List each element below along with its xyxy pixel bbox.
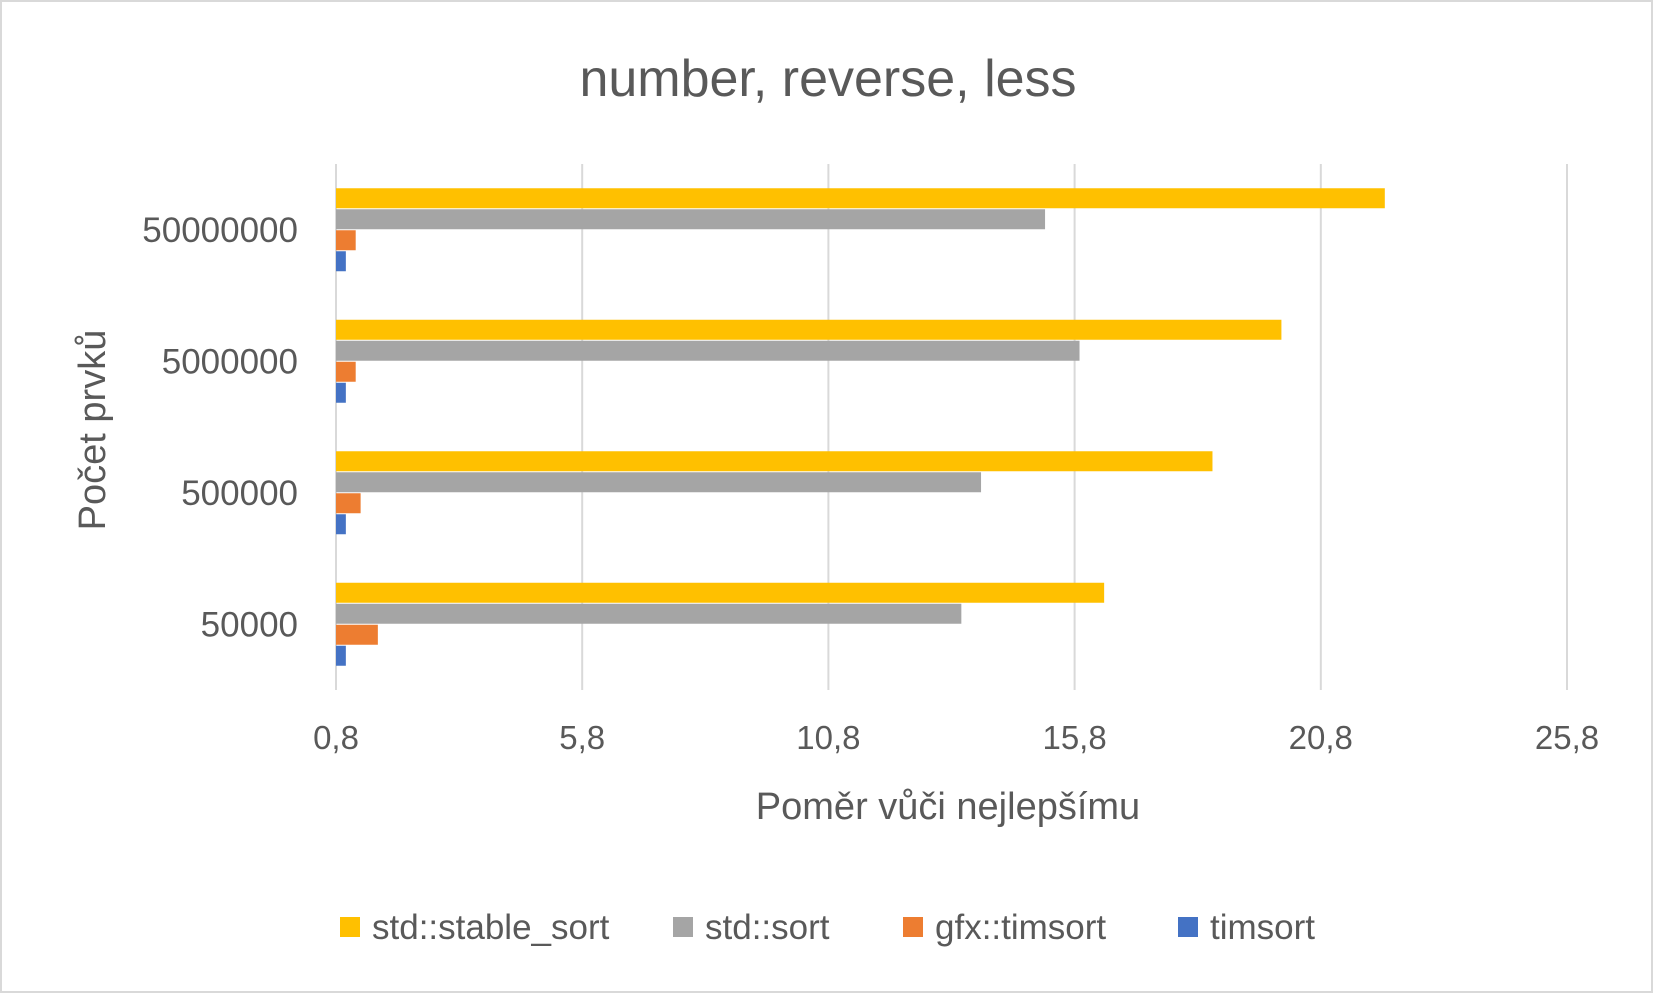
legend-item: gfx::timsort [903, 908, 1106, 947]
bar-std-sort-50000000 [336, 209, 1046, 230]
y-tick-label: 500000 [181, 474, 298, 513]
legend-label: std::stable_sort [372, 908, 610, 947]
legend-item: timsort [1178, 908, 1315, 947]
bar-std-stable-sort-5000000 [336, 319, 1282, 340]
legend-item: std::stable_sort [340, 908, 610, 947]
bar-timsort-50000000 [336, 251, 346, 272]
chart-title: number, reverse, less [579, 50, 1076, 108]
bar-std-stable-sort-500000 [336, 451, 1213, 472]
x-axis-label: Poměr vůči nejlepšímu [756, 786, 1140, 828]
legend-label: timsort [1210, 908, 1315, 947]
legend-swatch [340, 917, 360, 937]
x-tick-label: 0,8 [313, 719, 359, 756]
legend-label: std::sort [705, 908, 830, 947]
legend-swatch [903, 917, 923, 937]
x-tick-label: 25,8 [1535, 719, 1599, 756]
y-tick-labels: 50000 500000 5000000 50000000 [142, 211, 298, 645]
legend-swatch [673, 917, 693, 937]
bars [336, 188, 1385, 666]
bar-std-sort-500000 [336, 472, 982, 493]
bar-timsort-50000 [336, 645, 346, 666]
x-tick-label: 15,8 [1042, 719, 1106, 756]
y-axis-label: Počet prvků [72, 330, 114, 531]
x-tick-labels: 0,8 5,8 10,8 15,8 20,8 25,8 [313, 719, 1599, 756]
bar-gfx-timsort-500000 [336, 493, 361, 514]
bar-std-sort-5000000 [336, 340, 1080, 361]
bar-gfx-timsort-50000000 [336, 230, 356, 251]
legend: std::stable_sort std::sort gfx::timsort tim… [340, 908, 1315, 947]
bar-gfx-timsort-50000 [336, 624, 378, 645]
y-tick-label: 5000000 [162, 342, 298, 381]
x-tick-label: 5,8 [559, 719, 605, 756]
x-tick-label: 10,8 [796, 719, 860, 756]
legend-swatch [1178, 917, 1198, 937]
x-tick-label: 20,8 [1289, 719, 1353, 756]
bar-std-sort-50000 [336, 603, 962, 624]
bar-gfx-timsort-5000000 [336, 361, 356, 382]
bar-timsort-5000000 [336, 382, 346, 403]
y-tick-label: 50000000 [142, 211, 298, 250]
bar-timsort-500000 [336, 514, 346, 535]
y-tick-label: 50000 [201, 605, 298, 644]
legend-label: gfx::timsort [935, 908, 1106, 947]
legend-item: std::sort [673, 908, 830, 947]
bar-std-stable-sort-50000000 [336, 188, 1385, 209]
bar-std-stable-sort-50000 [336, 582, 1105, 603]
